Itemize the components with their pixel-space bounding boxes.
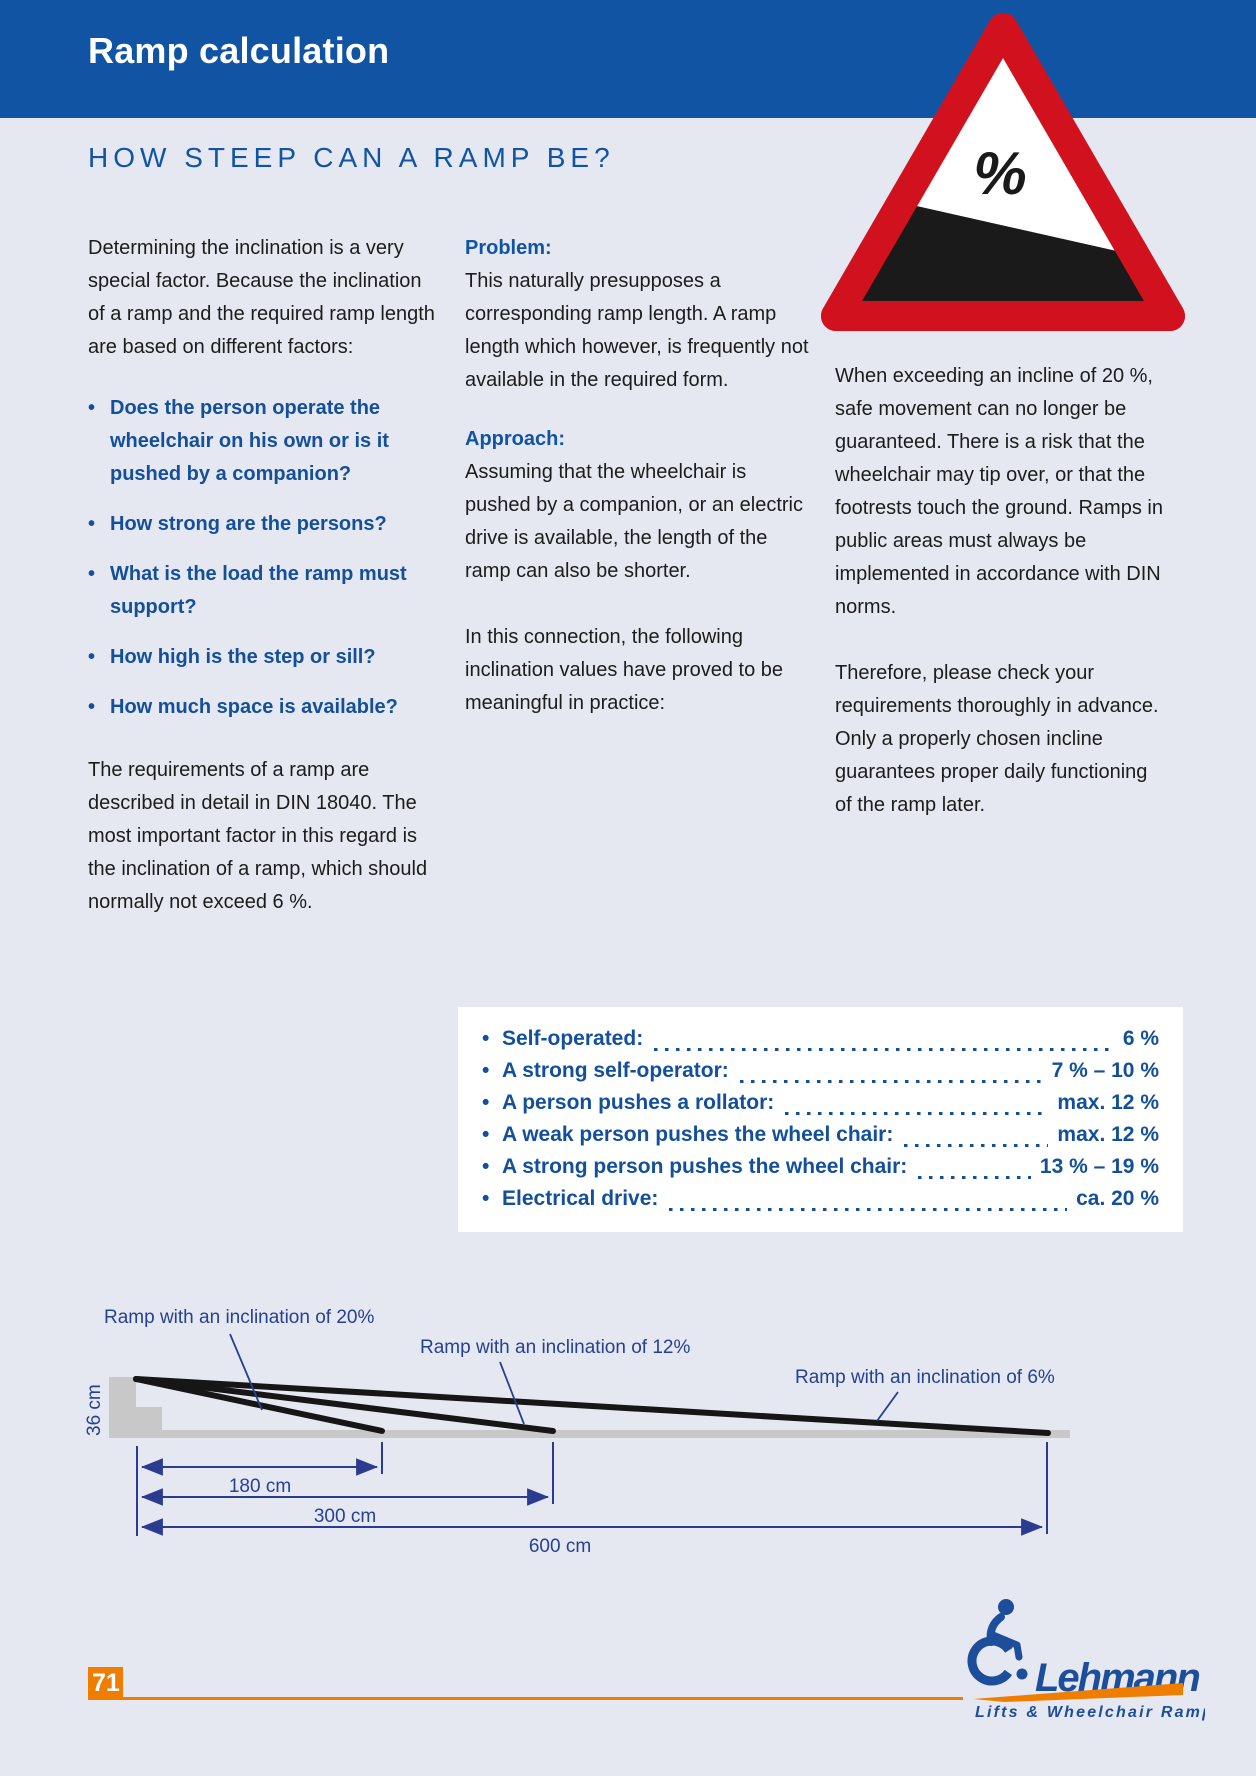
inclination-values-box: • Self-operated: 6 % • A strong self-ope… xyxy=(458,1007,1183,1232)
bullet-marker: • xyxy=(482,1027,490,1050)
logo-tagline-text: Lifts & Wheelchair Ramps xyxy=(975,1704,1205,1721)
factor-bullet-list: Does the person operate the wheelchair o… xyxy=(88,392,438,724)
column-right: When exceeding an incline of 20 %, safe … xyxy=(835,360,1167,822)
logo-swoosh xyxy=(973,1683,1183,1702)
header-band: Ramp calculation xyxy=(0,0,1256,118)
bullet-marker: • xyxy=(482,1187,490,1210)
problem-label: Problem: xyxy=(465,237,552,259)
factor-bullet: Does the person operate the wheelchair o… xyxy=(88,392,438,491)
column-middle: Problem: This naturally presupposes a co… xyxy=(465,232,813,720)
sign-percent-symbol: % xyxy=(973,140,1026,207)
value-row-value: ca. 20 % xyxy=(1076,1187,1159,1210)
bullet-marker: • xyxy=(482,1123,490,1146)
din-requirements-paragraph: The requirements of a ramp are described… xyxy=(88,759,428,913)
value-row: • A weak person pushes the wheel chair: … xyxy=(482,1123,1159,1155)
bullet-marker: • xyxy=(482,1155,490,1178)
section-heading: HOW STEEP CAN A RAMP BE? xyxy=(88,142,615,173)
bullet-marker: • xyxy=(482,1091,490,1114)
page-number-badge: 71 xyxy=(88,1667,123,1700)
inclination-note-paragraph: In this connection, the following inclin… xyxy=(465,626,783,714)
sign-slope-wedge xyxy=(856,200,1152,306)
dotted-leader xyxy=(739,1080,1043,1083)
step-block xyxy=(109,1377,136,1438)
problem-paragraph: This naturally presupposes a correspondi… xyxy=(465,270,809,391)
value-row: • Electrical drive: ca. 20 % xyxy=(482,1187,1159,1219)
approach-label: Approach: xyxy=(465,428,565,450)
value-row: • A person pushes a rollator: max. 12 % xyxy=(482,1091,1159,1123)
dimension-label-600: 600 cm xyxy=(529,1536,591,1557)
value-row-value: max. 12 % xyxy=(1057,1123,1159,1146)
bullet-marker: • xyxy=(482,1059,490,1082)
step-block-lower xyxy=(135,1407,162,1438)
dotted-leader xyxy=(669,1208,1068,1211)
dimension-label-180: 180 cm xyxy=(229,1476,291,1497)
leader-line-6 xyxy=(876,1391,899,1422)
value-row-label: Electrical drive: xyxy=(502,1187,659,1210)
lehmann-logo: Lehmann Lifts & Wheelchair Ramps xyxy=(967,1599,1205,1721)
value-row: • A strong person pushes the wheel chair… xyxy=(482,1155,1159,1187)
value-row-label: A strong person pushes the wheel chair: xyxy=(502,1155,908,1178)
dotted-leader xyxy=(654,1048,1114,1051)
ramp-20-label: Ramp with an inclination of 20% xyxy=(104,1307,374,1328)
check-requirements-paragraph: Therefore, please check your requirement… xyxy=(835,662,1159,816)
leader-line-12 xyxy=(499,1361,525,1425)
value-row-label: A weak person pushes the wheel chair: xyxy=(502,1123,894,1146)
value-row-value: 13 % – 19 % xyxy=(1039,1155,1159,1178)
dotted-leader xyxy=(785,1112,1049,1115)
factor-bullet: What is the load the ramp must support? xyxy=(88,558,438,624)
wheelchair-icon xyxy=(967,1599,1028,1686)
ramp-12-label: Ramp with an inclination of 12% xyxy=(420,1337,690,1358)
dotted-leader xyxy=(904,1144,1049,1147)
value-row-value: 7 % – 10 % xyxy=(1051,1059,1159,1082)
value-row-value: max. 12 % xyxy=(1057,1091,1159,1114)
column-left: Determining the inclination is a very sp… xyxy=(88,232,438,919)
value-row: • Self-operated: 6 % xyxy=(482,1027,1159,1059)
approach-paragraph: Assuming that the wheelchair is pushed b… xyxy=(465,461,803,582)
footer-rule xyxy=(123,1697,963,1700)
factor-bullet: How high is the step or sill? xyxy=(88,641,438,674)
ramp-line-12 xyxy=(133,1376,556,1434)
dotted-leader xyxy=(918,1176,1031,1179)
value-row-label: A strong self-operator: xyxy=(502,1059,729,1082)
ramp-line-6 xyxy=(133,1376,1051,1436)
steep-gradient-warning-icon: % xyxy=(821,13,1185,331)
ground-strip xyxy=(109,1430,1070,1438)
dimension-label-height: 36 cm xyxy=(84,1384,105,1436)
leader-line-20 xyxy=(229,1333,263,1411)
factor-bullet: How much space is available? xyxy=(88,691,438,724)
value-row-label: A person pushes a rollator: xyxy=(502,1091,775,1114)
value-row-label: Self-operated: xyxy=(502,1027,644,1050)
value-row-value: 6 % xyxy=(1122,1027,1159,1050)
page-title: Ramp calculation xyxy=(88,30,390,71)
value-row: • A strong self-operator: 7 % – 10 % xyxy=(482,1059,1159,1091)
incline-warning-paragraph: When exceeding an incline of 20 %, safe … xyxy=(835,365,1163,618)
factor-bullet: How strong are the persons? xyxy=(88,508,438,541)
intro-paragraph: Determining the inclination is a very sp… xyxy=(88,237,435,358)
ramp-6-label: Ramp with an inclination of 6% xyxy=(795,1367,1055,1388)
ramp-length-diagram: Ramp with an inclination of 20% Ramp wit… xyxy=(84,1307,1070,1557)
dimension-label-300: 300 cm xyxy=(314,1506,376,1527)
